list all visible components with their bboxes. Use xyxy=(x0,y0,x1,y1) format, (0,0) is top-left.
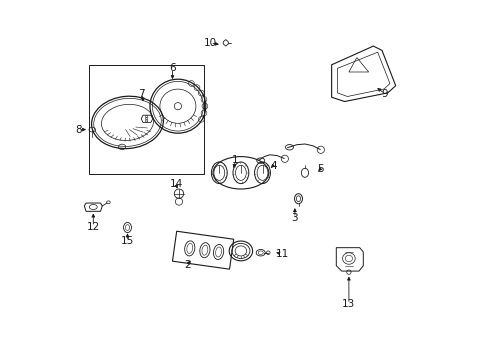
Text: 12: 12 xyxy=(86,222,100,232)
Text: 2: 2 xyxy=(184,260,190,270)
Text: 10: 10 xyxy=(203,38,216,48)
Text: 11: 11 xyxy=(275,249,288,259)
Bar xyxy=(89,65,204,174)
Text: 3: 3 xyxy=(291,213,298,223)
Text: 14: 14 xyxy=(169,179,183,189)
Text: 6: 6 xyxy=(169,63,176,73)
Text: 7: 7 xyxy=(138,89,145,99)
Text: 8: 8 xyxy=(76,125,82,135)
Text: 5: 5 xyxy=(316,164,323,174)
Text: 4: 4 xyxy=(269,161,276,171)
Text: 1: 1 xyxy=(232,155,238,165)
Text: 9: 9 xyxy=(381,89,387,99)
Text: 13: 13 xyxy=(342,299,355,309)
Bar xyxy=(172,231,233,269)
Text: 15: 15 xyxy=(121,236,134,246)
